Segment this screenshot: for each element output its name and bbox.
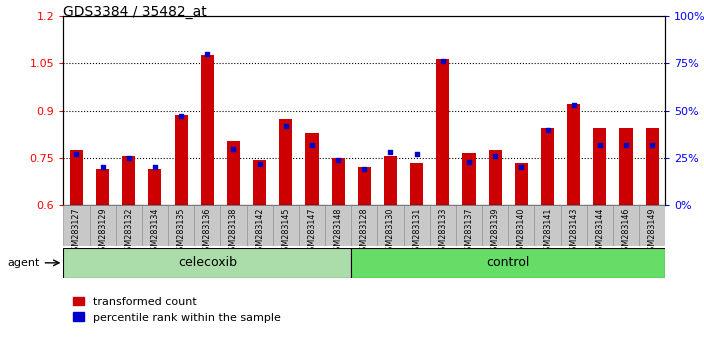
Text: control: control [486,256,530,269]
Bar [429,205,456,246]
Point [463,159,474,165]
Point [175,114,187,119]
Bar [410,163,423,354]
Text: GSM283135: GSM283135 [177,207,186,256]
Bar [534,205,560,246]
Text: GSM283132: GSM283132 [125,207,133,256]
Bar [63,248,351,278]
Bar [332,158,345,354]
Point [254,161,265,166]
Text: GSM283130: GSM283130 [386,207,395,256]
Bar [227,141,240,354]
Text: GSM283141: GSM283141 [543,207,552,256]
Bar [63,205,89,246]
Bar [403,205,429,246]
Bar [515,163,528,354]
Point [620,142,631,148]
Bar [142,205,168,246]
Point [385,149,396,155]
Bar [358,167,371,354]
Bar [593,128,606,354]
Point [516,165,527,170]
Point [437,58,448,64]
Text: GSM283129: GSM283129 [98,207,107,256]
Point [332,157,344,163]
Point [489,153,501,159]
Text: GSM283128: GSM283128 [360,207,369,256]
Bar [201,55,214,354]
Text: GSM283143: GSM283143 [569,207,578,256]
Bar [377,205,403,246]
Text: agent: agent [7,258,39,268]
Bar [115,205,142,246]
Text: GSM283137: GSM283137 [465,207,474,256]
Bar [89,205,115,246]
Bar [272,205,299,246]
Point [149,165,161,170]
Bar [541,128,554,354]
Text: GSM283142: GSM283142 [255,207,264,256]
Bar [384,156,397,354]
Bar [351,248,665,278]
Text: GDS3384 / 35482_at: GDS3384 / 35482_at [63,5,207,19]
Bar [194,205,220,246]
Bar [567,104,580,354]
Bar [306,133,318,354]
Text: GSM283149: GSM283149 [648,207,657,256]
Point [280,123,291,129]
Text: GSM283147: GSM283147 [308,207,317,256]
Legend: transformed count, percentile rank within the sample: transformed count, percentile rank withi… [69,292,286,327]
Bar [456,205,482,246]
Bar [489,150,502,354]
Point [123,155,134,161]
Text: GSM283144: GSM283144 [596,207,604,256]
Text: GSM283139: GSM283139 [491,207,500,256]
Bar [646,128,659,354]
Point [646,142,658,148]
Bar [246,205,272,246]
Text: celecoxib: celecoxib [178,256,237,269]
Point [411,152,422,157]
Text: GSM283131: GSM283131 [412,207,421,256]
Bar [436,58,449,354]
Bar [279,119,292,354]
Bar [508,205,534,246]
Bar [299,205,325,246]
Text: GSM283146: GSM283146 [622,207,631,256]
Text: GSM283133: GSM283133 [439,207,447,256]
Bar [639,205,665,246]
Point [594,142,605,148]
Bar [70,150,83,354]
Bar [122,156,135,354]
Text: GSM283134: GSM283134 [151,207,160,256]
Bar [482,205,508,246]
Text: GSM283140: GSM283140 [517,207,526,256]
Point [97,165,108,170]
Bar [96,169,109,354]
Bar [586,205,613,246]
Text: GSM283145: GSM283145 [282,207,290,256]
Text: GSM283148: GSM283148 [334,207,343,256]
Bar [620,128,633,354]
Bar [463,153,475,354]
Point [228,146,239,152]
Point [358,166,370,172]
Bar [149,169,161,354]
Bar [253,160,266,354]
Bar [220,205,246,246]
Bar [560,205,586,246]
Bar [351,205,377,246]
Text: GSM283136: GSM283136 [203,207,212,256]
Text: GSM283138: GSM283138 [229,207,238,256]
Point [542,127,553,132]
Text: GSM283127: GSM283127 [72,207,81,256]
Bar [613,205,639,246]
Point [568,102,579,108]
Point [201,51,213,57]
Point [306,142,318,148]
Bar [325,205,351,246]
Bar [168,205,194,246]
Bar [175,115,188,354]
Point [71,152,82,157]
